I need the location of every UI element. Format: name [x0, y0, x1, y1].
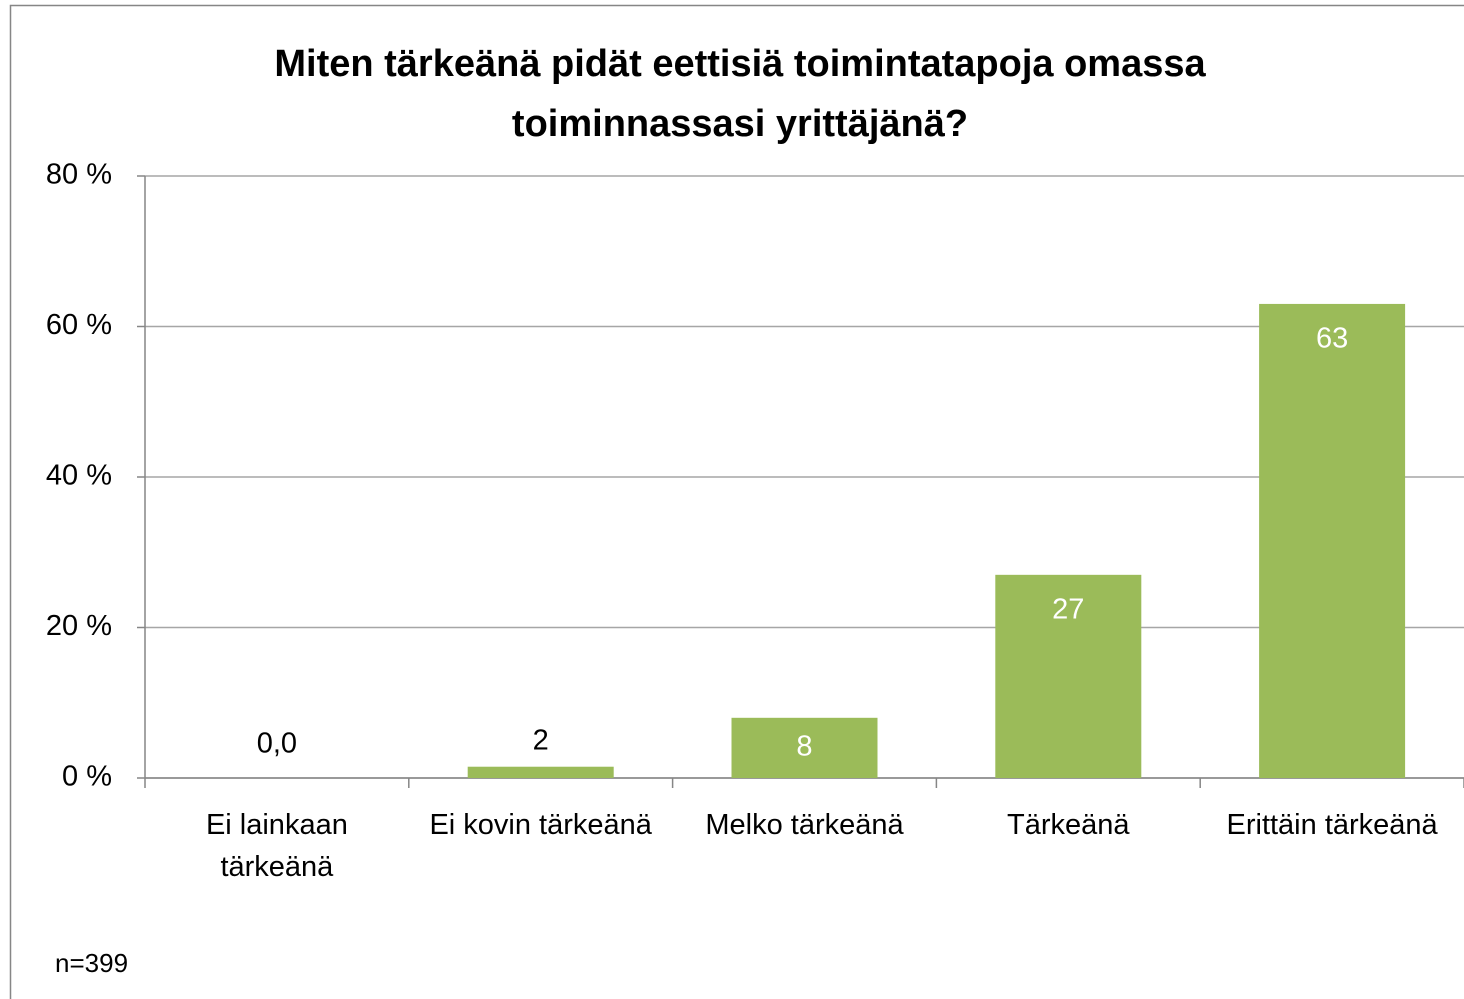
y-tick-label: 80 %: [46, 159, 112, 191]
x-tick-label: Melko tärkeänä: [705, 809, 904, 841]
y-tick-label: 40 %: [46, 460, 112, 492]
data-label: 8: [796, 731, 812, 763]
chart-title: Miten tärkeänä pidät eettisiä toimintata…: [274, 43, 1206, 145]
bar: [1259, 303, 1406, 778]
sample-note: n=399: [55, 948, 129, 978]
x-tick-label: Ei lainkaan tärkeänä: [205, 809, 348, 883]
y-tick-label: 0 %: [62, 761, 112, 793]
x-tick-label: Tärkeänä: [1007, 809, 1130, 841]
y-tick-label: 60 %: [46, 309, 112, 341]
bar: [467, 766, 614, 778]
x-tick-label: Erittäin tärkeänä: [1226, 809, 1438, 841]
data-label: 63: [1316, 323, 1348, 355]
data-label: 27: [1052, 593, 1084, 625]
bar: [731, 717, 878, 778]
y-tick-label: 20 %: [46, 610, 112, 642]
data-label: 2: [533, 724, 549, 756]
x-tick-label: Ei kovin tärkeänä: [429, 809, 652, 841]
chart-border: [9, 4, 1464, 999]
data-label: 0,0: [257, 728, 297, 760]
bar: [995, 574, 1142, 778]
